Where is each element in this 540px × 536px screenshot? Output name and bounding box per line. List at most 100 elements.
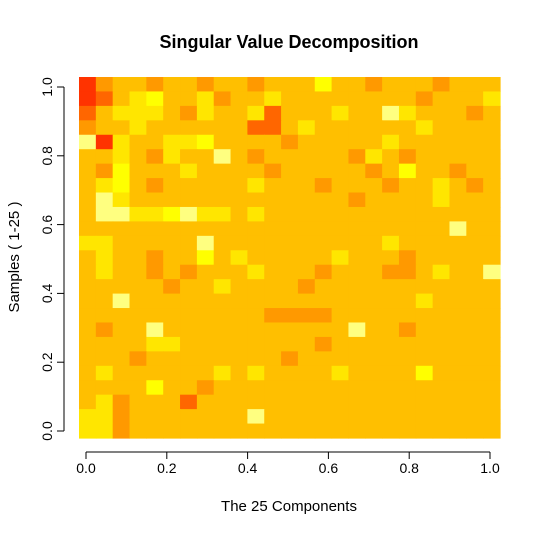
heatmap-cell xyxy=(348,423,366,439)
heatmap-cell xyxy=(314,91,333,107)
heatmap-cell xyxy=(297,409,316,425)
x-axis-label: The 25 Components xyxy=(221,498,357,515)
heatmap-cell xyxy=(432,365,451,381)
heatmap-cell xyxy=(112,235,131,251)
heatmap-cell xyxy=(483,134,501,150)
heatmap-cell xyxy=(449,163,467,179)
heatmap-cell xyxy=(163,409,181,425)
heatmap-cell xyxy=(348,91,366,107)
heatmap-cell xyxy=(415,149,434,165)
heatmap-cell xyxy=(483,423,501,439)
y-tick-label: 0.0 xyxy=(39,421,55,441)
heatmap-cell xyxy=(196,351,215,367)
heatmap-cell xyxy=(163,91,181,107)
heatmap-cell xyxy=(398,409,417,425)
heatmap-cell xyxy=(331,221,350,237)
heatmap-cell xyxy=(230,178,248,194)
heatmap-cell xyxy=(146,235,164,251)
heatmap-cell xyxy=(348,409,366,425)
heatmap-cell xyxy=(281,380,299,396)
heatmap-cell xyxy=(348,206,366,222)
heatmap-cell xyxy=(196,91,215,107)
heatmap-cell xyxy=(146,423,164,439)
heatmap-cell xyxy=(196,134,215,150)
heatmap-cell xyxy=(449,77,467,93)
heatmap-cell xyxy=(163,293,181,309)
heatmap-cell xyxy=(247,308,265,324)
heatmap-cell xyxy=(449,206,467,222)
heatmap-cell xyxy=(247,293,265,309)
heatmap-cell xyxy=(196,308,215,324)
heatmap-cell xyxy=(146,264,164,280)
heatmap-cell xyxy=(466,293,484,309)
heatmap-cell xyxy=(196,394,215,410)
heatmap-cell xyxy=(163,365,181,381)
heatmap-cell xyxy=(79,423,97,439)
heatmap-cell xyxy=(415,163,434,179)
heatmap-cell xyxy=(247,235,265,251)
heatmap-cell xyxy=(314,192,333,208)
heatmap-cell xyxy=(129,250,147,266)
heatmap-cell xyxy=(449,336,467,352)
heatmap-cell xyxy=(415,206,434,222)
heatmap-cell xyxy=(382,351,400,367)
heatmap-cell xyxy=(449,409,467,425)
heatmap-cell xyxy=(382,279,400,295)
heatmap-cell xyxy=(230,409,248,425)
heatmap-cell xyxy=(398,149,417,165)
heatmap-cell xyxy=(331,77,350,93)
heatmap-cell xyxy=(382,120,400,136)
heatmap-cell xyxy=(331,206,350,222)
heatmap-cell xyxy=(297,308,316,324)
heatmap-cell xyxy=(483,163,501,179)
heatmap-cell xyxy=(415,221,434,237)
heatmap-cell xyxy=(432,134,451,150)
heatmap-cell xyxy=(264,423,282,439)
heatmap-cell xyxy=(95,120,114,136)
heatmap-cell xyxy=(264,120,282,136)
heatmap-cell xyxy=(230,365,248,381)
heatmap-cell xyxy=(230,91,248,107)
heatmap-cell xyxy=(331,365,350,381)
heatmap-cell xyxy=(264,235,282,251)
heatmap-cell xyxy=(398,365,417,381)
heatmap-cell xyxy=(382,264,400,280)
heatmap-cell xyxy=(213,264,232,280)
heatmap-cell xyxy=(483,293,501,309)
heatmap-cell xyxy=(314,293,333,309)
heatmap-cell xyxy=(314,409,333,425)
heatmap-cell xyxy=(297,192,316,208)
heatmap-cell xyxy=(415,351,434,367)
y-tick-label: 0.2 xyxy=(39,352,55,372)
heatmap-cell xyxy=(112,77,131,93)
heatmap-cell xyxy=(415,322,434,338)
heatmap-cell xyxy=(382,149,400,165)
heatmap-cell xyxy=(95,192,114,208)
heatmap-cell xyxy=(264,264,282,280)
heatmap-cell xyxy=(483,91,501,107)
heatmap-cell xyxy=(129,365,147,381)
heatmap-cell xyxy=(398,322,417,338)
heatmap-cell xyxy=(466,264,484,280)
heatmap-cell xyxy=(213,293,232,309)
heatmap-cell xyxy=(314,380,333,396)
heatmap-cell xyxy=(230,134,248,150)
heatmap-cell xyxy=(196,192,215,208)
heatmap-cell xyxy=(365,351,383,367)
heatmap-cell xyxy=(382,423,400,439)
heatmap-cell xyxy=(281,293,299,309)
heatmap-cell xyxy=(348,394,366,410)
heatmap-cell xyxy=(449,279,467,295)
heatmap-cell xyxy=(95,178,114,194)
heatmap-cell xyxy=(382,322,400,338)
heatmap-cell xyxy=(297,178,316,194)
heatmap-cell xyxy=(483,250,501,266)
heatmap-cell xyxy=(314,134,333,150)
heatmap-cell xyxy=(365,235,383,251)
heatmap-cell xyxy=(264,134,282,150)
heatmap-cell xyxy=(95,322,114,338)
heatmap-cell xyxy=(466,91,484,107)
heatmap-cell xyxy=(146,120,164,136)
heatmap-cell xyxy=(196,365,215,381)
heatmap-cell xyxy=(230,264,248,280)
